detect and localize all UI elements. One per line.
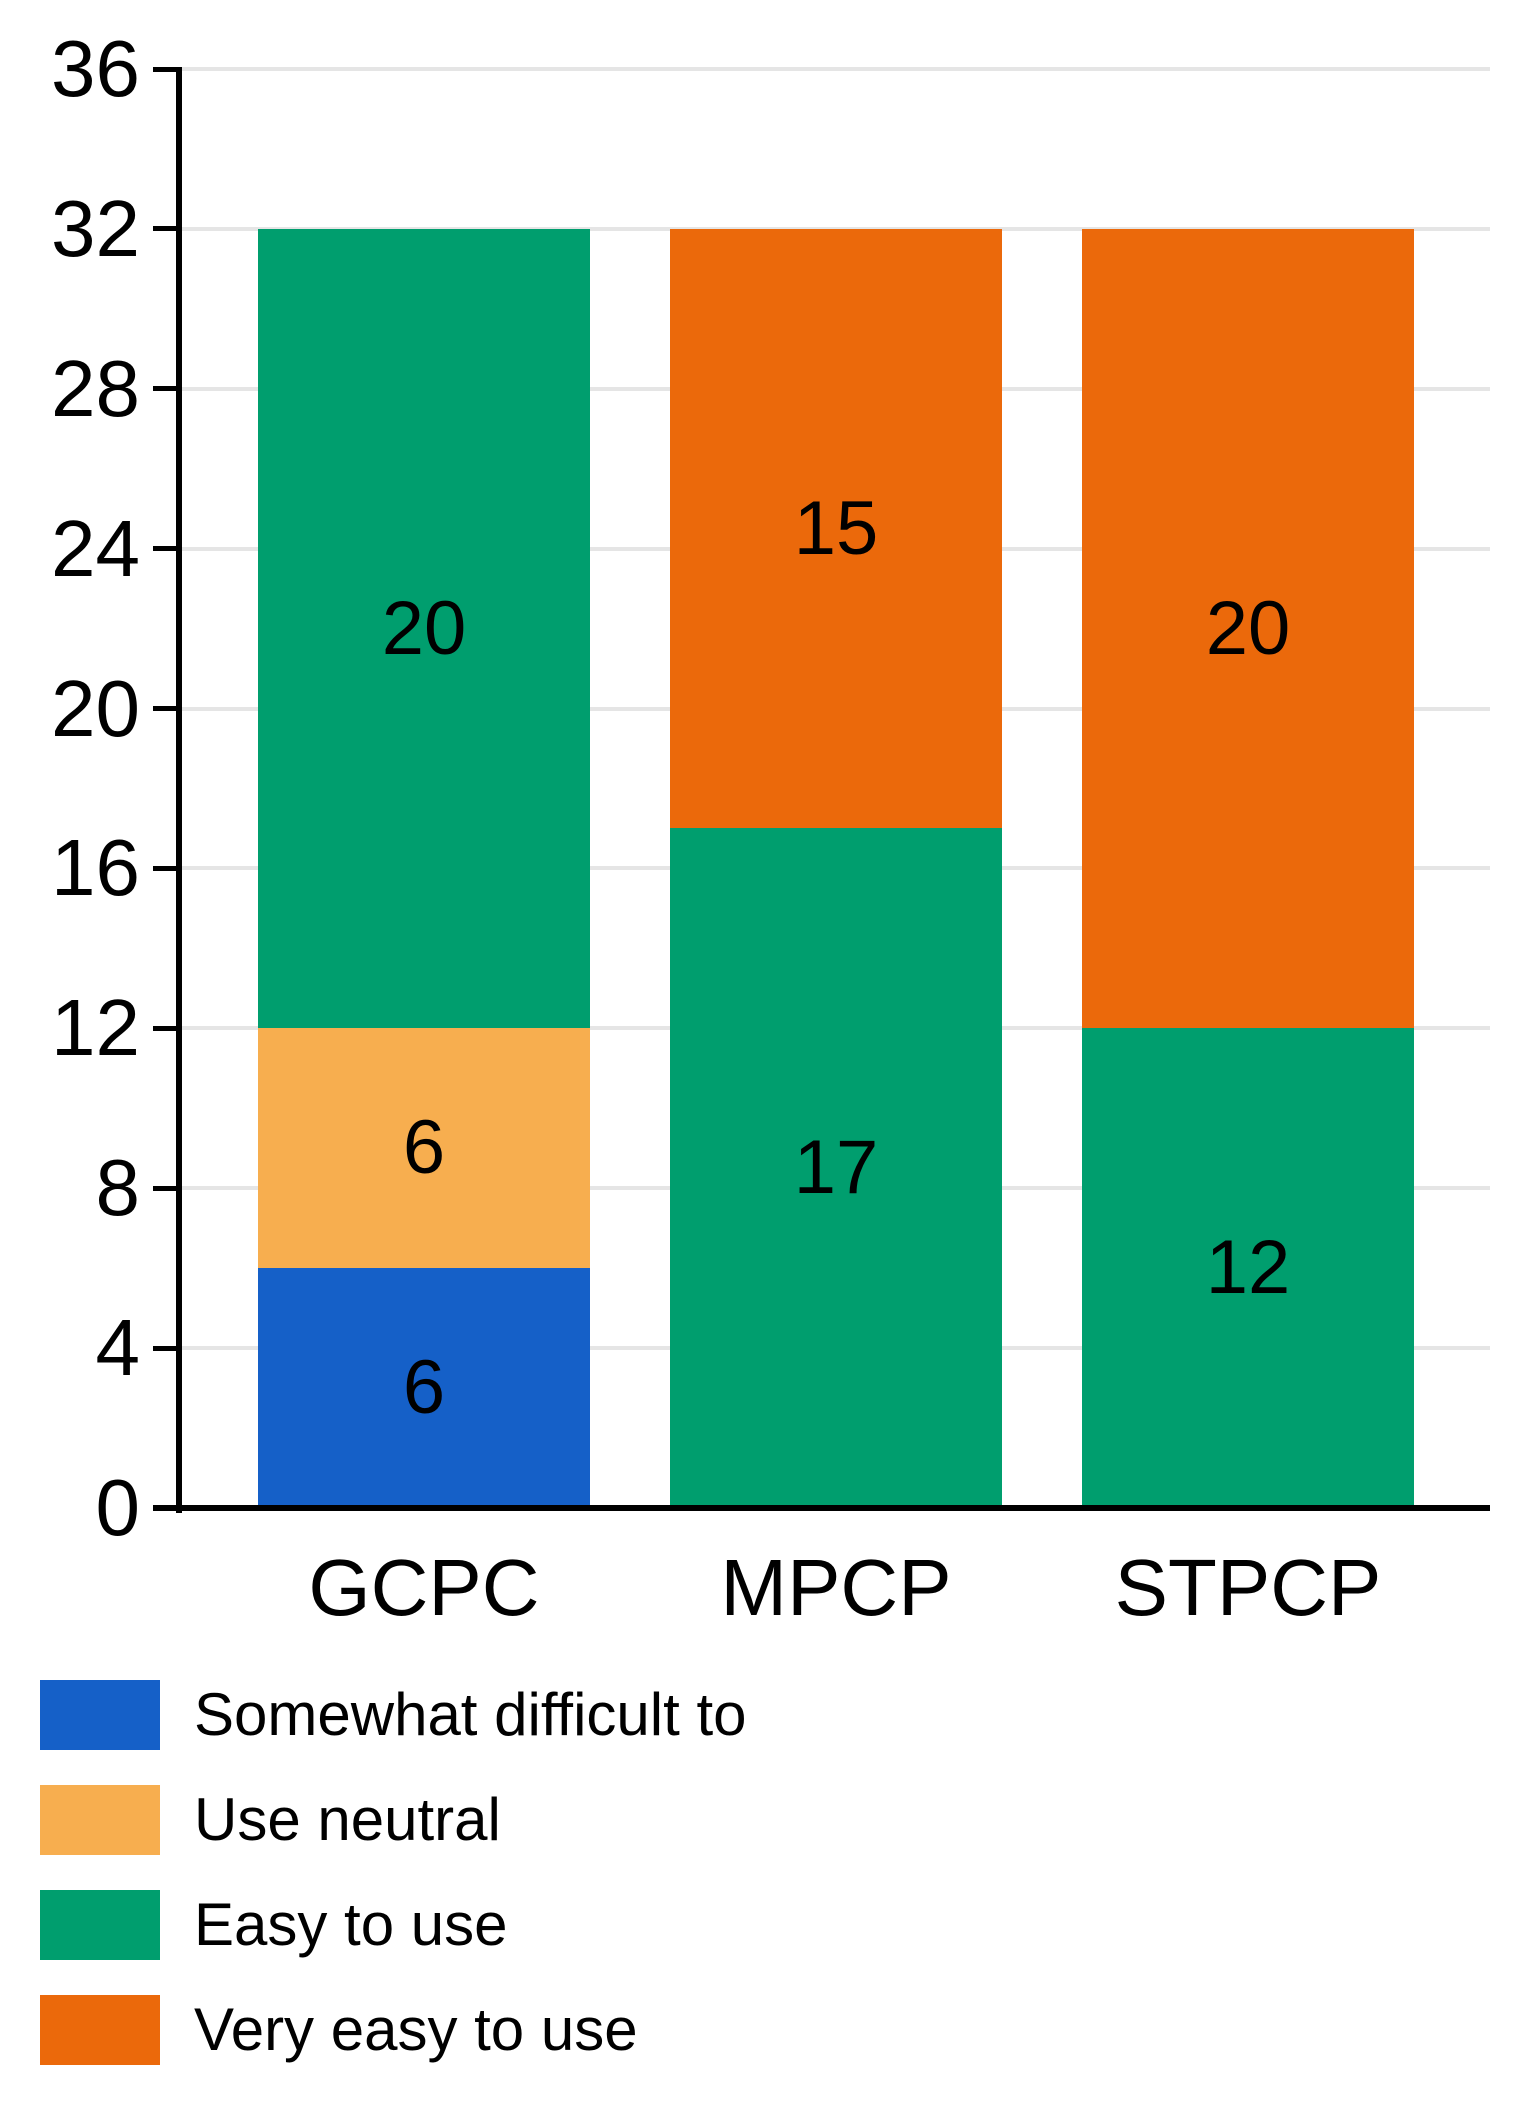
bar-value-label: 17 bbox=[793, 1125, 879, 1211]
legend-item: Somewhat difficult to bbox=[40, 1680, 1440, 1750]
y-axis-tick bbox=[153, 706, 179, 712]
y-axis-tick bbox=[153, 546, 179, 552]
legend-label: Use neutral bbox=[194, 1786, 501, 1853]
bar-value-label: 20 bbox=[381, 585, 467, 671]
y-axis-tick-label: 24 bbox=[51, 503, 140, 593]
bar-segment: 6 bbox=[258, 1028, 590, 1269]
y-axis-tick bbox=[153, 1185, 179, 1191]
bar-segment: 20 bbox=[1082, 228, 1414, 1029]
y-axis-tick bbox=[153, 1025, 179, 1031]
y-axis-tick-label: 4 bbox=[95, 1303, 141, 1393]
bar-value-label: 6 bbox=[402, 1345, 446, 1431]
legend-item: Very easy to use bbox=[40, 1995, 1440, 2065]
bar-value-label: 15 bbox=[793, 485, 879, 571]
y-axis-tick bbox=[153, 66, 179, 72]
legend-swatch bbox=[40, 1995, 160, 2065]
y-axis-tick-label: 0 bbox=[95, 1463, 141, 1552]
legend-swatch bbox=[40, 1680, 160, 1750]
y-axis-tick-label: 20 bbox=[51, 663, 140, 753]
y-axis-tick-label: 36 bbox=[51, 24, 140, 113]
y-axis-tick bbox=[153, 386, 179, 392]
y-axis-tick bbox=[153, 865, 179, 871]
bar-value-label: 12 bbox=[1205, 1225, 1291, 1311]
gridline bbox=[179, 67, 1490, 71]
bar-segment: 15 bbox=[670, 228, 1002, 829]
bar-segment: 6 bbox=[258, 1268, 590, 1508]
y-axis-tick-label: 32 bbox=[51, 183, 140, 273]
y-axis-tick-label: 12 bbox=[51, 983, 140, 1073]
y-axis-tick-label: 16 bbox=[51, 823, 140, 913]
x-axis-line bbox=[153, 1505, 1490, 1511]
y-axis-tick bbox=[153, 1345, 179, 1351]
y-axis-tick bbox=[153, 226, 179, 232]
bar-segment: 20 bbox=[258, 228, 590, 1029]
legend-label: Easy to use bbox=[194, 1891, 508, 1958]
bar-segment: 12 bbox=[1082, 1028, 1414, 1508]
bar-segment: 17 bbox=[670, 828, 1002, 1508]
y-axis-line bbox=[176, 67, 182, 1513]
bar-value-label: 20 bbox=[1205, 585, 1291, 671]
legend-item: Easy to use bbox=[40, 1890, 1440, 1960]
x-axis-category-label: GCPC bbox=[308, 1543, 540, 1632]
bar-value-label: 6 bbox=[402, 1105, 446, 1191]
legend-label: Very easy to use bbox=[194, 1996, 638, 2063]
y-axis-tick-label: 28 bbox=[51, 343, 140, 433]
y-axis-tick-label: 8 bbox=[95, 1143, 141, 1233]
legend-label: Somewhat difficult to bbox=[194, 1681, 747, 1748]
legend-swatch bbox=[40, 1785, 160, 1855]
x-axis-category-label: MPCP bbox=[720, 1543, 952, 1632]
legend-item: Use neutral bbox=[40, 1785, 1440, 1855]
x-axis-category-label: STPCP bbox=[1114, 1543, 1382, 1632]
legend-swatch bbox=[40, 1890, 160, 1960]
